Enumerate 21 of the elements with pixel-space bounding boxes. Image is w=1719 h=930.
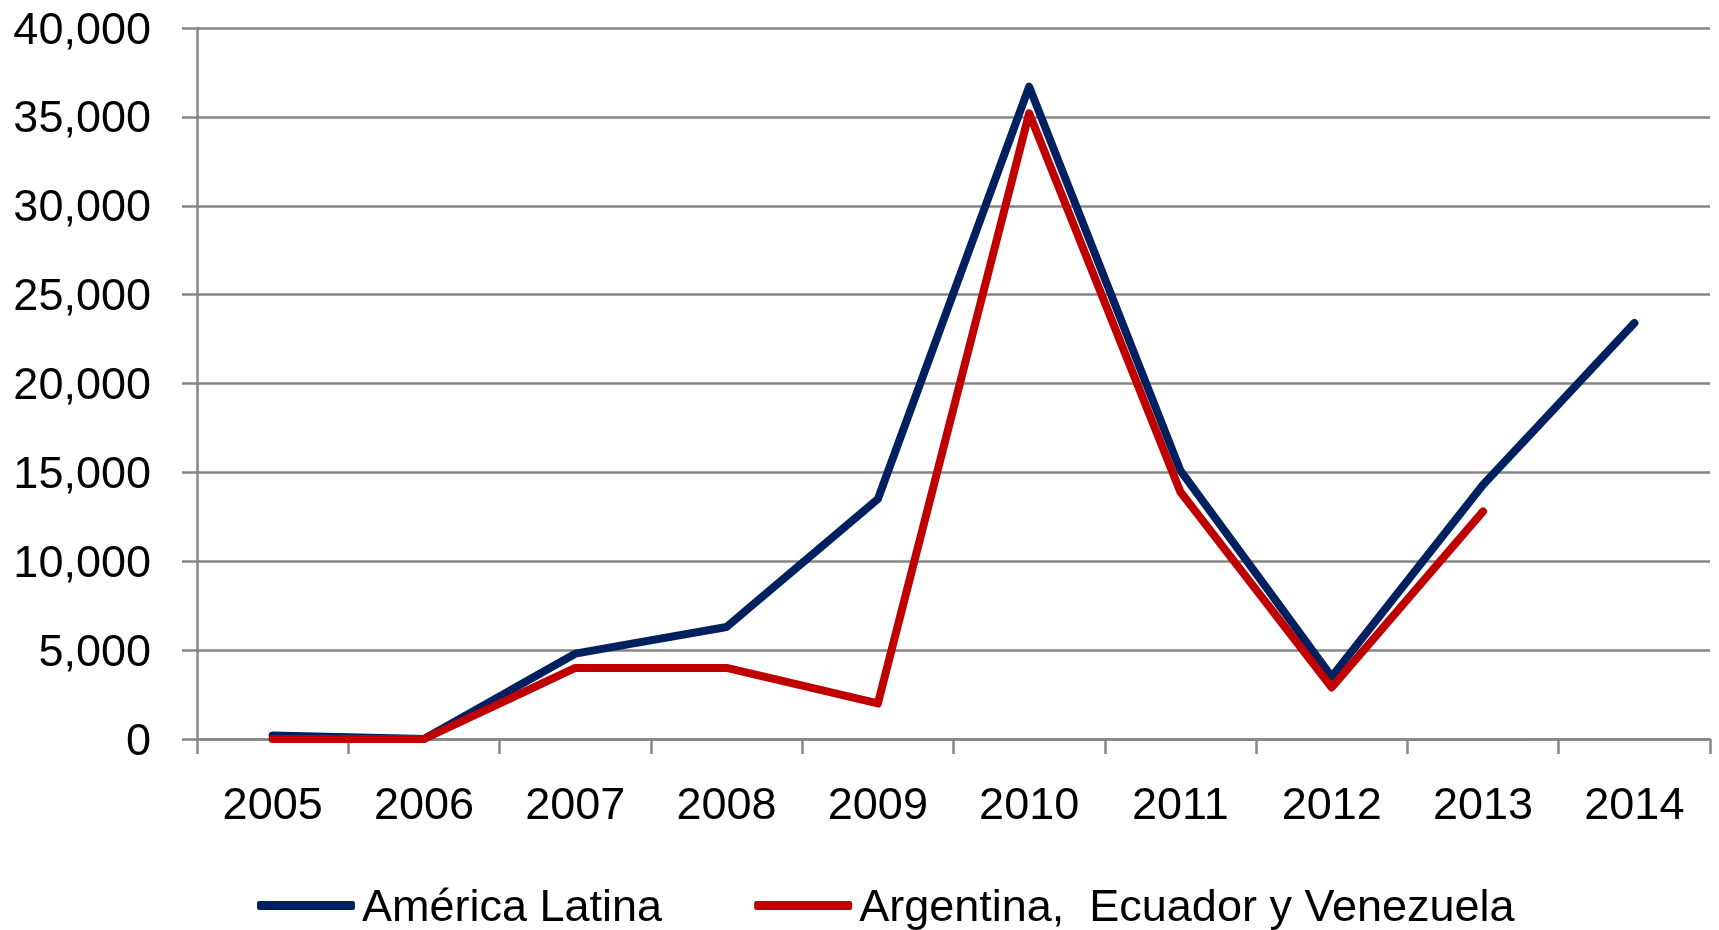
x-tick-label: 2014 bbox=[1584, 778, 1685, 829]
legend-label: América Latina bbox=[362, 880, 664, 930]
y-tick-label: 35,000 bbox=[13, 91, 151, 143]
x-tick-label: 2013 bbox=[1433, 778, 1534, 829]
y-tick-label: 40,000 bbox=[13, 2, 151, 54]
y-tick-label: 0 bbox=[125, 713, 151, 765]
x-tick-label: 2005 bbox=[222, 778, 323, 829]
x-tick-label: 2012 bbox=[1281, 778, 1382, 829]
x-tick-label: 2008 bbox=[676, 778, 777, 829]
x-tick-label: 2009 bbox=[827, 778, 928, 829]
x-tick-label: 2007 bbox=[525, 778, 626, 829]
x-tick-label: 2006 bbox=[373, 778, 474, 829]
x-tick-label: 2010 bbox=[979, 778, 1080, 829]
y-tick-label: 20,000 bbox=[13, 358, 151, 409]
y-tick-label: 25,000 bbox=[13, 269, 151, 321]
y-tick-label: 15,000 bbox=[13, 446, 151, 498]
y-tick-label: 10,000 bbox=[13, 535, 151, 587]
y-tick-label: 5,000 bbox=[38, 624, 151, 676]
x-tick-label: 2011 bbox=[1132, 778, 1229, 829]
y-tick-label: 30,000 bbox=[13, 180, 151, 232]
legend-label: Argentina, Ecuador y Venezuela bbox=[859, 880, 1516, 930]
